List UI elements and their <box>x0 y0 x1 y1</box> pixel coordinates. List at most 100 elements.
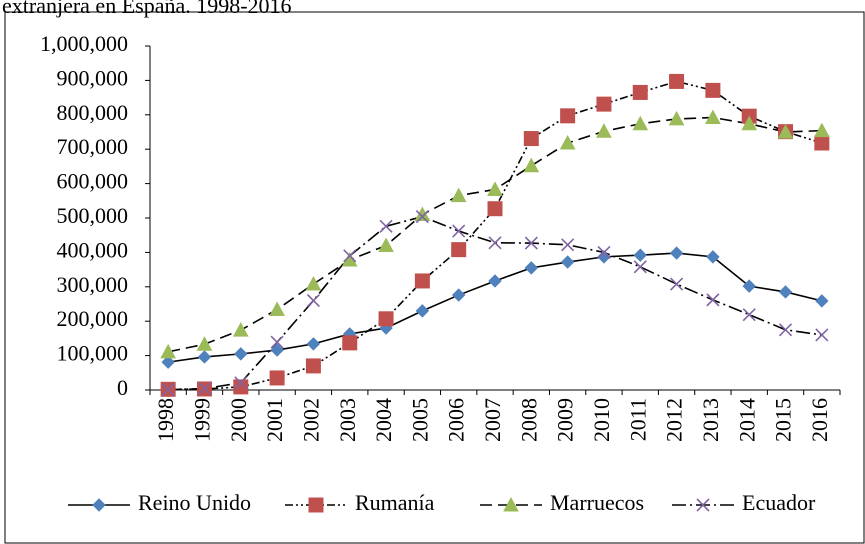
legend-label: Rumanía <box>355 490 435 515</box>
marker <box>778 323 793 337</box>
series-line <box>168 80 823 391</box>
legend-label: Ecuador <box>742 490 816 515</box>
x-tick-label: 2011 <box>625 398 650 441</box>
marker <box>414 273 430 289</box>
marker <box>706 250 720 264</box>
marker <box>414 206 431 222</box>
y-tick-label: 100,000 <box>57 341 129 366</box>
x-tick-label: 2009 <box>553 398 578 442</box>
marker <box>378 237 394 253</box>
marker <box>596 96 612 112</box>
marker <box>597 245 611 259</box>
marker <box>560 108 576 124</box>
marker <box>270 335 284 349</box>
y-tick-label: 600,000 <box>57 169 129 194</box>
marker <box>561 238 575 252</box>
y-tick-label: 0 <box>117 375 128 400</box>
x-tick-label: 2013 <box>698 398 723 442</box>
x-tick-label: 2016 <box>807 398 832 442</box>
x-tick-label: 2014 <box>734 398 759 442</box>
marker <box>814 135 830 151</box>
marker <box>451 288 466 302</box>
marker <box>778 285 793 299</box>
marker <box>668 110 685 126</box>
y-tick-label: 800,000 <box>57 100 129 125</box>
marker <box>596 123 612 138</box>
marker <box>814 122 830 138</box>
legend-label: Reino Unido <box>138 490 251 515</box>
marker <box>742 279 756 293</box>
marker <box>160 343 176 359</box>
marker <box>488 236 502 250</box>
legend-marker <box>92 498 106 512</box>
x-tick-label: 2005 <box>407 398 432 442</box>
marker <box>742 308 756 322</box>
y-tick-label: 900,000 <box>57 65 129 90</box>
marker <box>487 201 503 217</box>
marker <box>487 181 503 196</box>
marker <box>451 242 467 258</box>
legend-marker <box>308 497 324 513</box>
marker <box>270 343 284 357</box>
legend-marker <box>696 498 710 512</box>
series-line <box>167 116 822 353</box>
x-tick-label: 2010 <box>589 398 614 442</box>
x-tick-label: 2007 <box>480 398 505 442</box>
marker <box>560 255 575 269</box>
marker <box>597 250 611 264</box>
x-tick-label: 2002 <box>298 398 323 442</box>
marker <box>524 236 538 250</box>
marker <box>633 260 647 274</box>
x-tick-label: 2012 <box>662 398 687 442</box>
marker <box>488 274 502 288</box>
x-tick-label: 2008 <box>516 398 541 442</box>
marker <box>777 123 794 139</box>
marker <box>343 249 357 263</box>
marker <box>705 82 721 98</box>
marker <box>379 219 393 233</box>
legend-marker <box>503 496 519 512</box>
marker <box>670 277 684 291</box>
marker <box>342 335 358 351</box>
chart-title: extranjera en España. 1998-2016 <box>2 0 292 18</box>
x-tick-label: 2015 <box>771 398 796 442</box>
marker <box>306 337 321 351</box>
marker <box>632 115 649 131</box>
marker <box>705 109 721 125</box>
marker <box>306 293 320 308</box>
marker <box>161 355 175 369</box>
x-tick-label: 2000 <box>226 398 251 442</box>
marker <box>523 131 539 147</box>
marker <box>450 187 467 203</box>
marker <box>415 304 430 318</box>
marker <box>706 293 720 307</box>
marker <box>632 84 648 100</box>
marker <box>669 73 685 89</box>
marker <box>234 376 248 390</box>
marker <box>232 322 249 337</box>
marker <box>815 294 829 308</box>
x-tick-label: 2004 <box>371 398 396 442</box>
marker <box>669 246 684 260</box>
series-line <box>168 252 823 363</box>
legend-label: Marruecos <box>550 490 644 515</box>
marker <box>559 134 576 150</box>
y-tick-label: 700,000 <box>57 134 129 159</box>
marker <box>305 358 321 374</box>
y-tick-label: 400,000 <box>57 237 129 262</box>
marker <box>305 275 322 291</box>
y-tick-label: 300,000 <box>57 272 129 297</box>
marker <box>197 382 212 396</box>
marker <box>197 350 212 364</box>
marker <box>815 328 829 342</box>
marker <box>161 383 175 397</box>
y-tick-label: 1,000,000 <box>40 31 128 56</box>
marker <box>633 248 647 262</box>
marker <box>452 224 466 238</box>
marker <box>196 336 213 351</box>
chart-frame <box>4 11 865 544</box>
marker <box>233 379 249 395</box>
marker <box>234 347 248 361</box>
x-tick-label: 1998 <box>153 398 178 442</box>
